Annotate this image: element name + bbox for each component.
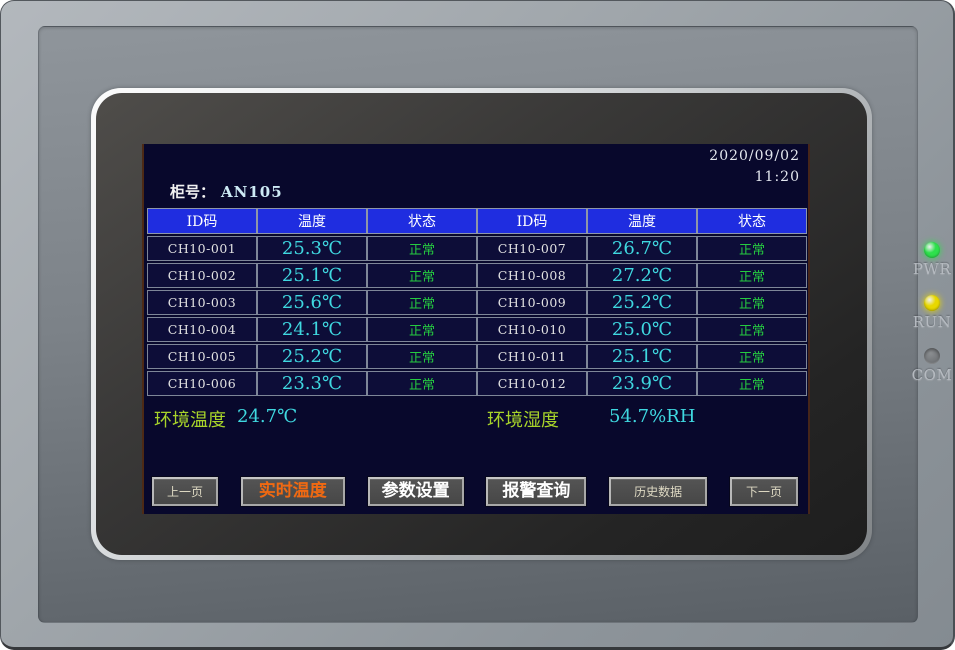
table-row: CH10-004 24.1℃ 正常 CH10-010 25.0℃ 正常 [147,317,807,342]
run-indicator: RUN [910,295,954,331]
channel-id-cell: CH10-006 [147,371,257,396]
status-cell: 正常 [367,344,477,369]
temperature-cell: 23.9℃ [587,371,697,396]
temperature-cell: 26.7℃ [587,236,697,261]
channel-id-cell: CH10-003 [147,290,257,315]
status-cell: 正常 [697,236,807,261]
time-text: 11:20 [754,169,800,185]
temperature-cell: 27.2℃ [587,263,697,288]
cabinet-label: 柜号： [170,183,216,201]
status-cell: 正常 [367,317,477,342]
pwr-label: PWR [912,260,952,278]
channel-id-cell: CH10-005 [147,344,257,369]
status-cell: 正常 [697,371,807,396]
channel-id-cell: CH10-001 [147,236,257,261]
temperature-cell: 25.3℃ [257,236,367,261]
ambient-temp-label: 环境温度 [154,410,226,431]
channel-id-cell: CH10-004 [147,317,257,342]
table-row: CH10-005 25.2℃ 正常 CH10-011 25.1℃ 正常 [147,344,807,369]
ambient-temp-value: 24.7℃ [237,406,298,427]
table-row: CH10-006 23.3℃ 正常 CH10-012 23.9℃ 正常 [147,371,807,396]
ambient-row: 环境温度 24.7℃ 环境湿度 54.7%RH [144,400,808,436]
temperature-cell: 25.1℃ [587,344,697,369]
status-cell: 正常 [697,263,807,288]
front-panel: 2020/09/02 11:20 柜号： AN105 ID码 温度 状态 ID码 温度 状态… [38,26,952,623]
temperature-cell: 25.1℃ [257,263,367,288]
pwr-led-icon [924,242,940,258]
table-header-cell: 状态 [367,208,477,234]
status-cell: 正常 [697,317,807,342]
lcd-screen: 2020/09/02 11:20 柜号： AN105 ID码 温度 状态 ID码 温度 状态… [142,144,810,514]
temperature-cell: 23.3℃ [257,371,367,396]
button-realtime-temp[interactable]: 实时温度 [240,477,345,506]
channel-id-cell: CH10-002 [147,263,257,288]
ambient-humidity-label: 环境湿度 [487,410,559,431]
nav-button-bar: 上一页 实时温度 参数设置 报警查询 历史数据 下一页 [152,477,798,507]
screen-frame: 2020/09/02 11:20 柜号： AN105 ID码 温度 状态 ID码 温度 状态… [91,88,872,560]
table-header-cell: 温度 [587,208,697,234]
com-indicator: COM [910,348,954,384]
button-history-data[interactable]: 历史数据 [609,477,708,506]
datetime-display: 2020/09/02 11:20 [709,146,800,188]
temperature-cell: 25.2℃ [257,344,367,369]
channel-id-cell: CH10-007 [477,236,587,261]
status-cell: 正常 [697,344,807,369]
status-cell: 正常 [697,290,807,315]
channel-id-cell: CH10-011 [477,344,587,369]
table-row: CH10-003 25.6℃ 正常 CH10-009 25.2℃ 正常 [147,290,807,315]
channel-id-cell: CH10-008 [477,263,587,288]
table-header-cell: 温度 [257,208,367,234]
button-param-settings[interactable]: 参数设置 [367,477,464,506]
screen-bezel: 2020/09/02 11:20 柜号： AN105 ID码 温度 状态 ID码 温度 状态… [96,93,867,555]
channel-id-cell: CH10-009 [477,290,587,315]
table-header-cell: ID码 [477,208,587,234]
com-label: COM [911,366,953,384]
table-header-row: ID码 温度 状态 ID码 温度 状态 [147,208,807,234]
temperature-cell: 25.0℃ [587,317,697,342]
status-cell: 正常 [367,236,477,261]
status-cell: 正常 [367,263,477,288]
led-indicator-column: PWR RUN COM [910,242,954,384]
button-prev-page[interactable]: 上一页 [152,477,218,506]
button-alarm-query[interactable]: 报警查询 [486,477,587,506]
cabinet-value: AN105 [221,183,283,201]
table-row: CH10-001 25.3℃ 正常 CH10-007 26.7℃ 正常 [147,236,807,261]
status-cell: 正常 [367,371,477,396]
temperature-cell: 25.6℃ [257,290,367,315]
pwr-indicator: PWR [910,242,954,278]
table-row: CH10-002 25.1℃ 正常 CH10-008 27.2℃ 正常 [147,263,807,288]
channel-id-cell: CH10-010 [477,317,587,342]
table-header-cell: 状态 [697,208,807,234]
cabinet-id: 柜号： AN105 [170,181,283,202]
com-led-icon [924,348,940,364]
date-text: 2020/09/02 [709,148,800,164]
status-cell: 正常 [367,290,477,315]
temperature-cell: 24.1℃ [257,317,367,342]
temperature-cell: 25.2℃ [587,290,697,315]
table-header-cell: ID码 [147,208,257,234]
run-led-icon [924,295,940,311]
run-label: RUN [912,313,952,331]
channel-id-cell: CH10-012 [477,371,587,396]
temperature-table: ID码 温度 状态 ID码 温度 状态 CH10-001 25.3℃ 正常 CH10-007 26… [147,206,807,398]
ambient-humidity-value: 54.7%RH [609,406,696,427]
button-next-page[interactable]: 下一页 [729,477,798,506]
